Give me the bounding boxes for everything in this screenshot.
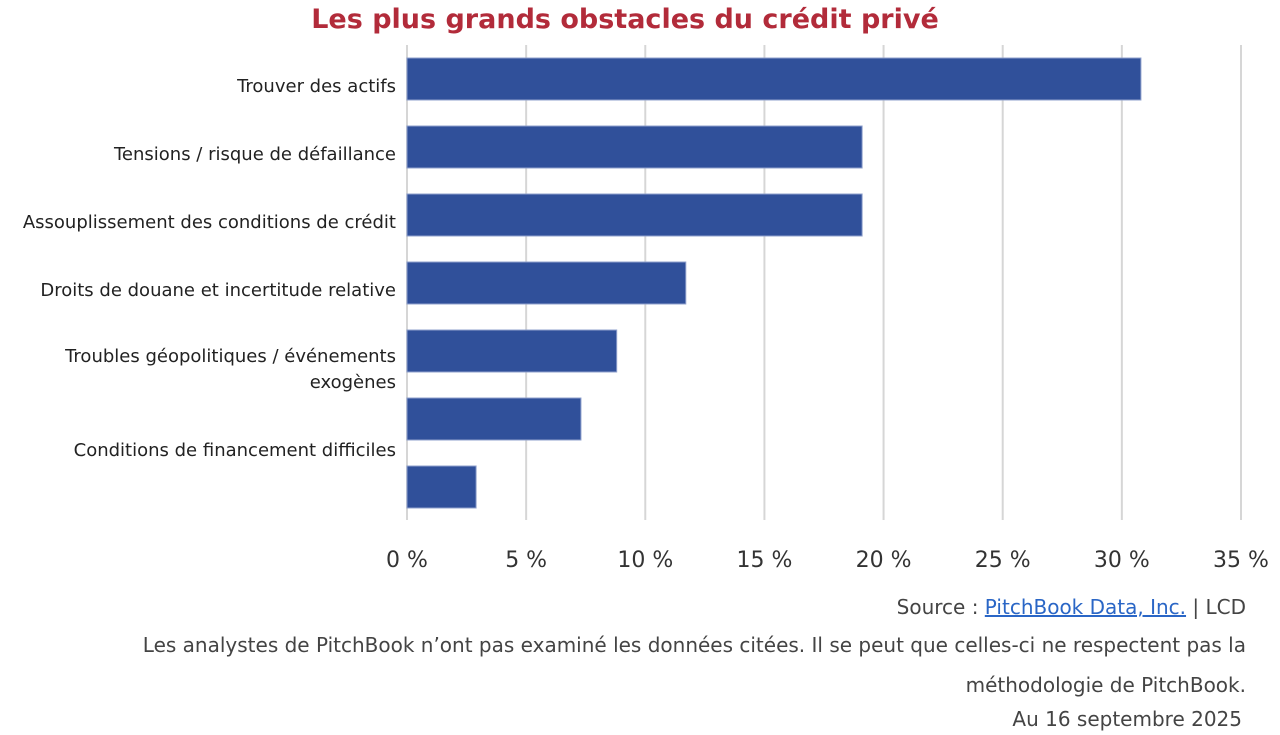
date-note: Au 16 septembre 2025: [1012, 707, 1242, 731]
bar: [406, 261, 687, 305]
source-suffix: | LCD: [1186, 595, 1246, 619]
chart-title: Les plus grands obstacles du crédit priv…: [311, 4, 939, 35]
bar: [406, 397, 582, 441]
disclaimer-line-2: méthodologie de PitchBook.: [965, 673, 1246, 697]
bar: [406, 57, 1142, 101]
x-tick-label: 35 %: [1213, 548, 1269, 573]
bar: [406, 465, 477, 509]
disclaimer-line-1: Les analystes de PitchBook n’ont pas exa…: [142, 633, 1246, 657]
x-tick-label: 25 %: [974, 548, 1031, 573]
x-tick-label: 0 %: [386, 548, 428, 573]
source-prefix: Source :: [896, 595, 985, 619]
x-tick-label: 30 %: [1093, 548, 1150, 573]
bar-chart: [406, 45, 1242, 520]
category-label: Troubles géopolitiques / événements exog…: [65, 346, 396, 393]
category-label: Trouver des actifs: [237, 76, 396, 97]
category-label: Conditions de financement difficiles: [73, 440, 396, 461]
x-tick-label: 20 %: [855, 548, 912, 573]
source-line: Source : PitchBook Data, Inc. | LCD: [897, 591, 1246, 623]
bar: [406, 193, 863, 237]
category-label: Droits de douane et incertitude relative: [40, 280, 396, 301]
bar: [406, 125, 863, 169]
x-tick-label: 15 %: [736, 548, 793, 573]
x-tick-label: 10 %: [617, 548, 674, 573]
category-label: Tensions / risque de défaillance: [113, 144, 396, 165]
category-label: Assouplissement des conditions de crédit: [22, 212, 396, 233]
source-link[interactable]: PitchBook Data, Inc.: [984, 595, 1187, 619]
x-tick-label: 5 %: [505, 548, 548, 573]
bar: [406, 329, 618, 373]
